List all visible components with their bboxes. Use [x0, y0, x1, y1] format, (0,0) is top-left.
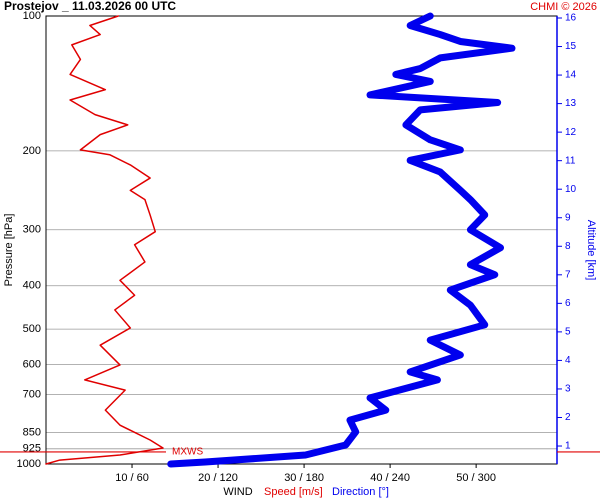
mxws-label: MXWS — [172, 447, 203, 458]
y-tick-label: 400 — [23, 280, 41, 292]
credit: CHMI © 2026 — [530, 1, 597, 13]
y-tick-label: 600 — [23, 359, 41, 371]
y2-tick-label: 13 — [565, 98, 577, 109]
y-tick-label: 200 — [23, 145, 41, 157]
y2-tick-label: 7 — [565, 269, 571, 280]
y-axis-label: Pressure [hPa] — [3, 214, 15, 287]
legend-speed: Speed [m/s] — [264, 486, 323, 498]
y2-tick-label: 8 — [565, 241, 571, 252]
y-tick-label: 700 — [23, 389, 41, 401]
chart-title: Prostejov _ 11.03.2026 00 UTC — [4, 0, 176, 13]
x-tick-label: 30 / 180 — [284, 472, 324, 484]
profile-line — [167, 12, 516, 468]
y2-tick-label: 14 — [565, 70, 577, 81]
x-tick-label: 10 / 60 — [115, 472, 149, 484]
y2-tick-label: 10 — [565, 184, 577, 195]
y2-tick-label: 9 — [565, 212, 571, 223]
y2-tick-label: 3 — [565, 384, 571, 395]
y2-tick-label: 5 — [565, 327, 571, 338]
y2-tick-label: 1 — [565, 441, 571, 452]
y-tick-label: 100 — [23, 10, 41, 22]
y2-tick-label: 11 — [565, 155, 576, 166]
y2-tick-label: 12 — [565, 127, 577, 138]
profile-line — [45, 15, 164, 465]
x-tick-label: 40 / 240 — [370, 472, 410, 484]
y2-tick-label: 4 — [565, 355, 571, 366]
x-tick-label: 50 / 300 — [456, 472, 496, 484]
y-tick-label: 850 — [23, 426, 41, 438]
y2-tick-label: 6 — [565, 298, 571, 309]
y-tick-label: 500 — [23, 323, 41, 335]
y2-axis-label: Altitude [km] — [585, 220, 597, 281]
y-tick-label: 925 — [23, 443, 41, 455]
legend-direction: Direction [°] — [332, 486, 389, 498]
y-tick-label: 300 — [23, 224, 41, 236]
x-tick-label: 20 / 120 — [198, 472, 238, 484]
y2-tick-label: 15 — [565, 41, 577, 52]
y-tick-label: 1000 — [17, 458, 41, 470]
y2-tick-label: 2 — [565, 412, 571, 423]
x-axis-label: WIND — [223, 486, 252, 498]
y2-tick-label: 16 — [565, 13, 577, 24]
